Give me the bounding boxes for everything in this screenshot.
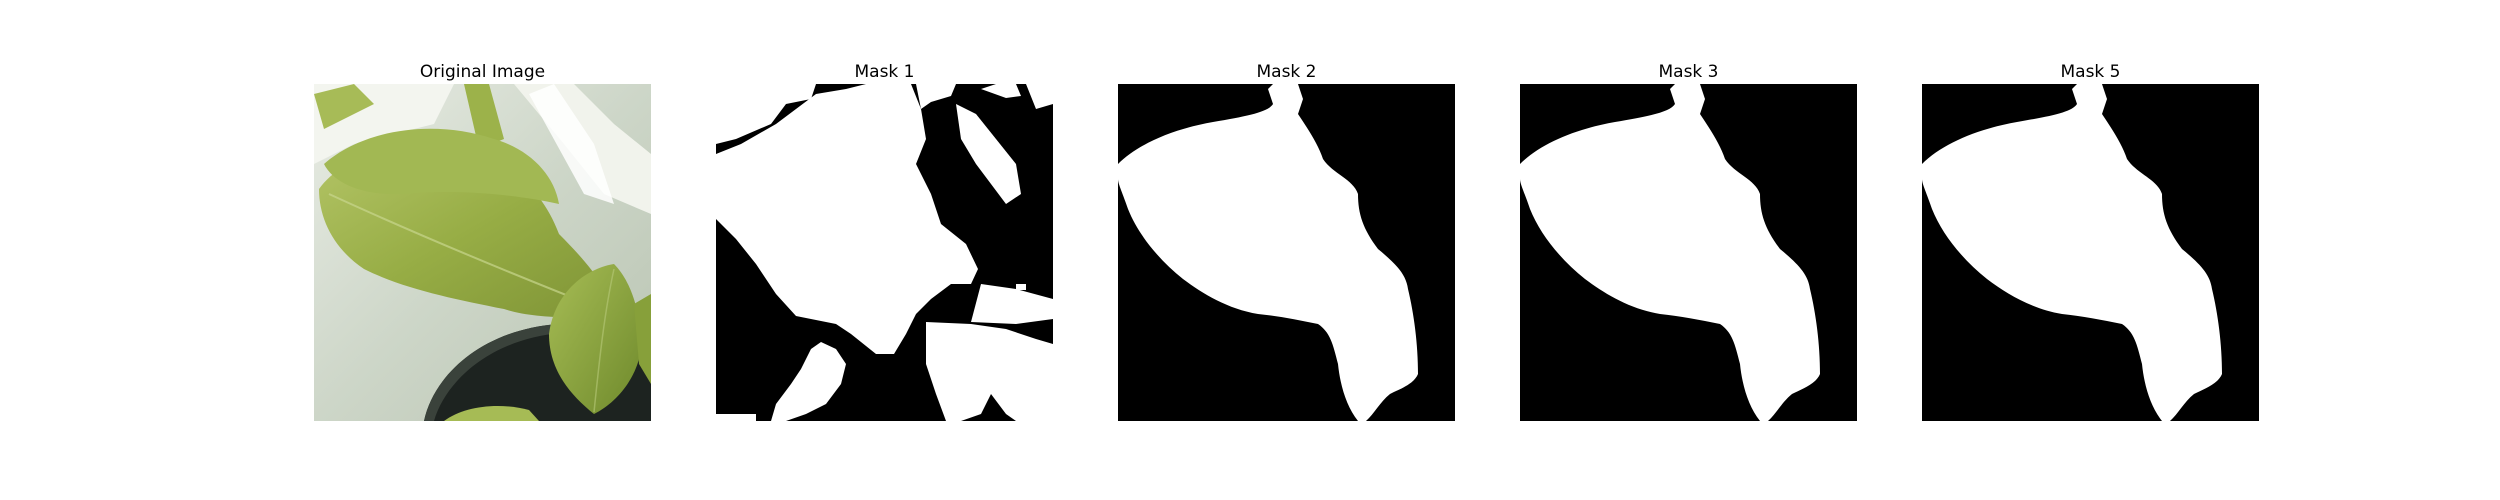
mask-3-panel: Mask 3: [1520, 60, 1857, 421]
panel-title: Mask 3: [1658, 62, 1719, 82]
photo-leaf-upper: [324, 128, 559, 204]
panel-title: Mask 2: [1256, 62, 1317, 82]
original-image-panel: Original Image: [314, 60, 651, 421]
photo-leaf-lower: [549, 264, 641, 414]
mask-foreground: [1520, 84, 1820, 421]
photo-leaf-tip: [444, 405, 539, 421]
mask-1-panel: Mask 1: [716, 60, 1053, 421]
panel-title: Mask 5: [2060, 62, 2121, 82]
photo-leaf-vein: [328, 193, 610, 313]
mask-2-panel: Mask 2: [1118, 60, 1455, 421]
photo-highlight: [529, 84, 614, 204]
mask-3-image: [1520, 84, 1857, 421]
mask-5-panel: Mask 5: [1922, 60, 2259, 421]
mask-foreground: [1922, 84, 2222, 421]
photo-leaf-edge: [634, 294, 651, 384]
photo-stem: [314, 84, 374, 129]
mask-foreground: [1118, 84, 1418, 421]
mask-foreground: [716, 84, 1053, 421]
mask-2-image: [1118, 84, 1455, 421]
panel-title: Original Image: [419, 62, 546, 82]
original-image: [314, 84, 651, 421]
photo-stem: [464, 84, 504, 149]
photo-leaf-vein: [593, 268, 615, 413]
mask-1-image: [716, 84, 1053, 421]
mask-5-image: [1922, 84, 2259, 421]
panel-title: Mask 1: [854, 62, 915, 82]
